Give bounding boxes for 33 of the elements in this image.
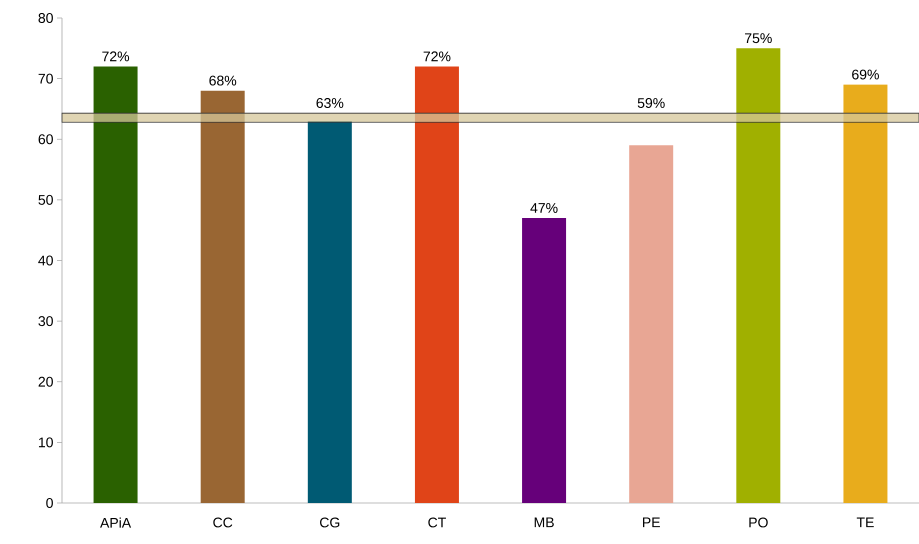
x-tick-label: TE: [856, 518, 874, 528]
bar: [94, 66, 138, 503]
y-tick-label: 40: [38, 256, 53, 266]
data-label: 63%: [316, 98, 344, 108]
y-tick-label: 70: [38, 74, 53, 84]
bar: [629, 145, 674, 503]
x-tick-label: APiA: [100, 518, 132, 528]
data-label: 68%: [209, 76, 236, 86]
bar: [414, 66, 459, 503]
y-tick-label: 50: [38, 194, 53, 205]
y-tick-label: 60: [38, 134, 53, 144]
bar: [843, 84, 888, 503]
y-tick-label: 80: [38, 13, 53, 23]
bar: [308, 121, 352, 503]
bar: [736, 48, 780, 503]
bar: [522, 218, 566, 503]
y-tick-label: 20: [38, 376, 53, 387]
data-label: 47%: [530, 203, 558, 213]
x-tick-label: PO: [749, 518, 768, 528]
data-label: 72%: [102, 51, 130, 62]
y-tick-label: 0: [46, 498, 53, 508]
y-tick-label: 10: [38, 437, 53, 448]
bar: [200, 90, 245, 503]
y-tick-label: 30: [38, 316, 53, 326]
data-label: 72%: [424, 51, 450, 62]
data-label: 75%: [745, 33, 772, 44]
x-tick-label: CC: [213, 518, 232, 528]
data-label: 69%: [852, 70, 879, 80]
x-tick-label: CG: [320, 518, 340, 528]
data-label: 59%: [638, 98, 665, 108]
x-tick-label: CT: [428, 518, 446, 528]
x-tick-label: MB: [534, 518, 554, 528]
x-tick-label: PE: [643, 518, 660, 528]
